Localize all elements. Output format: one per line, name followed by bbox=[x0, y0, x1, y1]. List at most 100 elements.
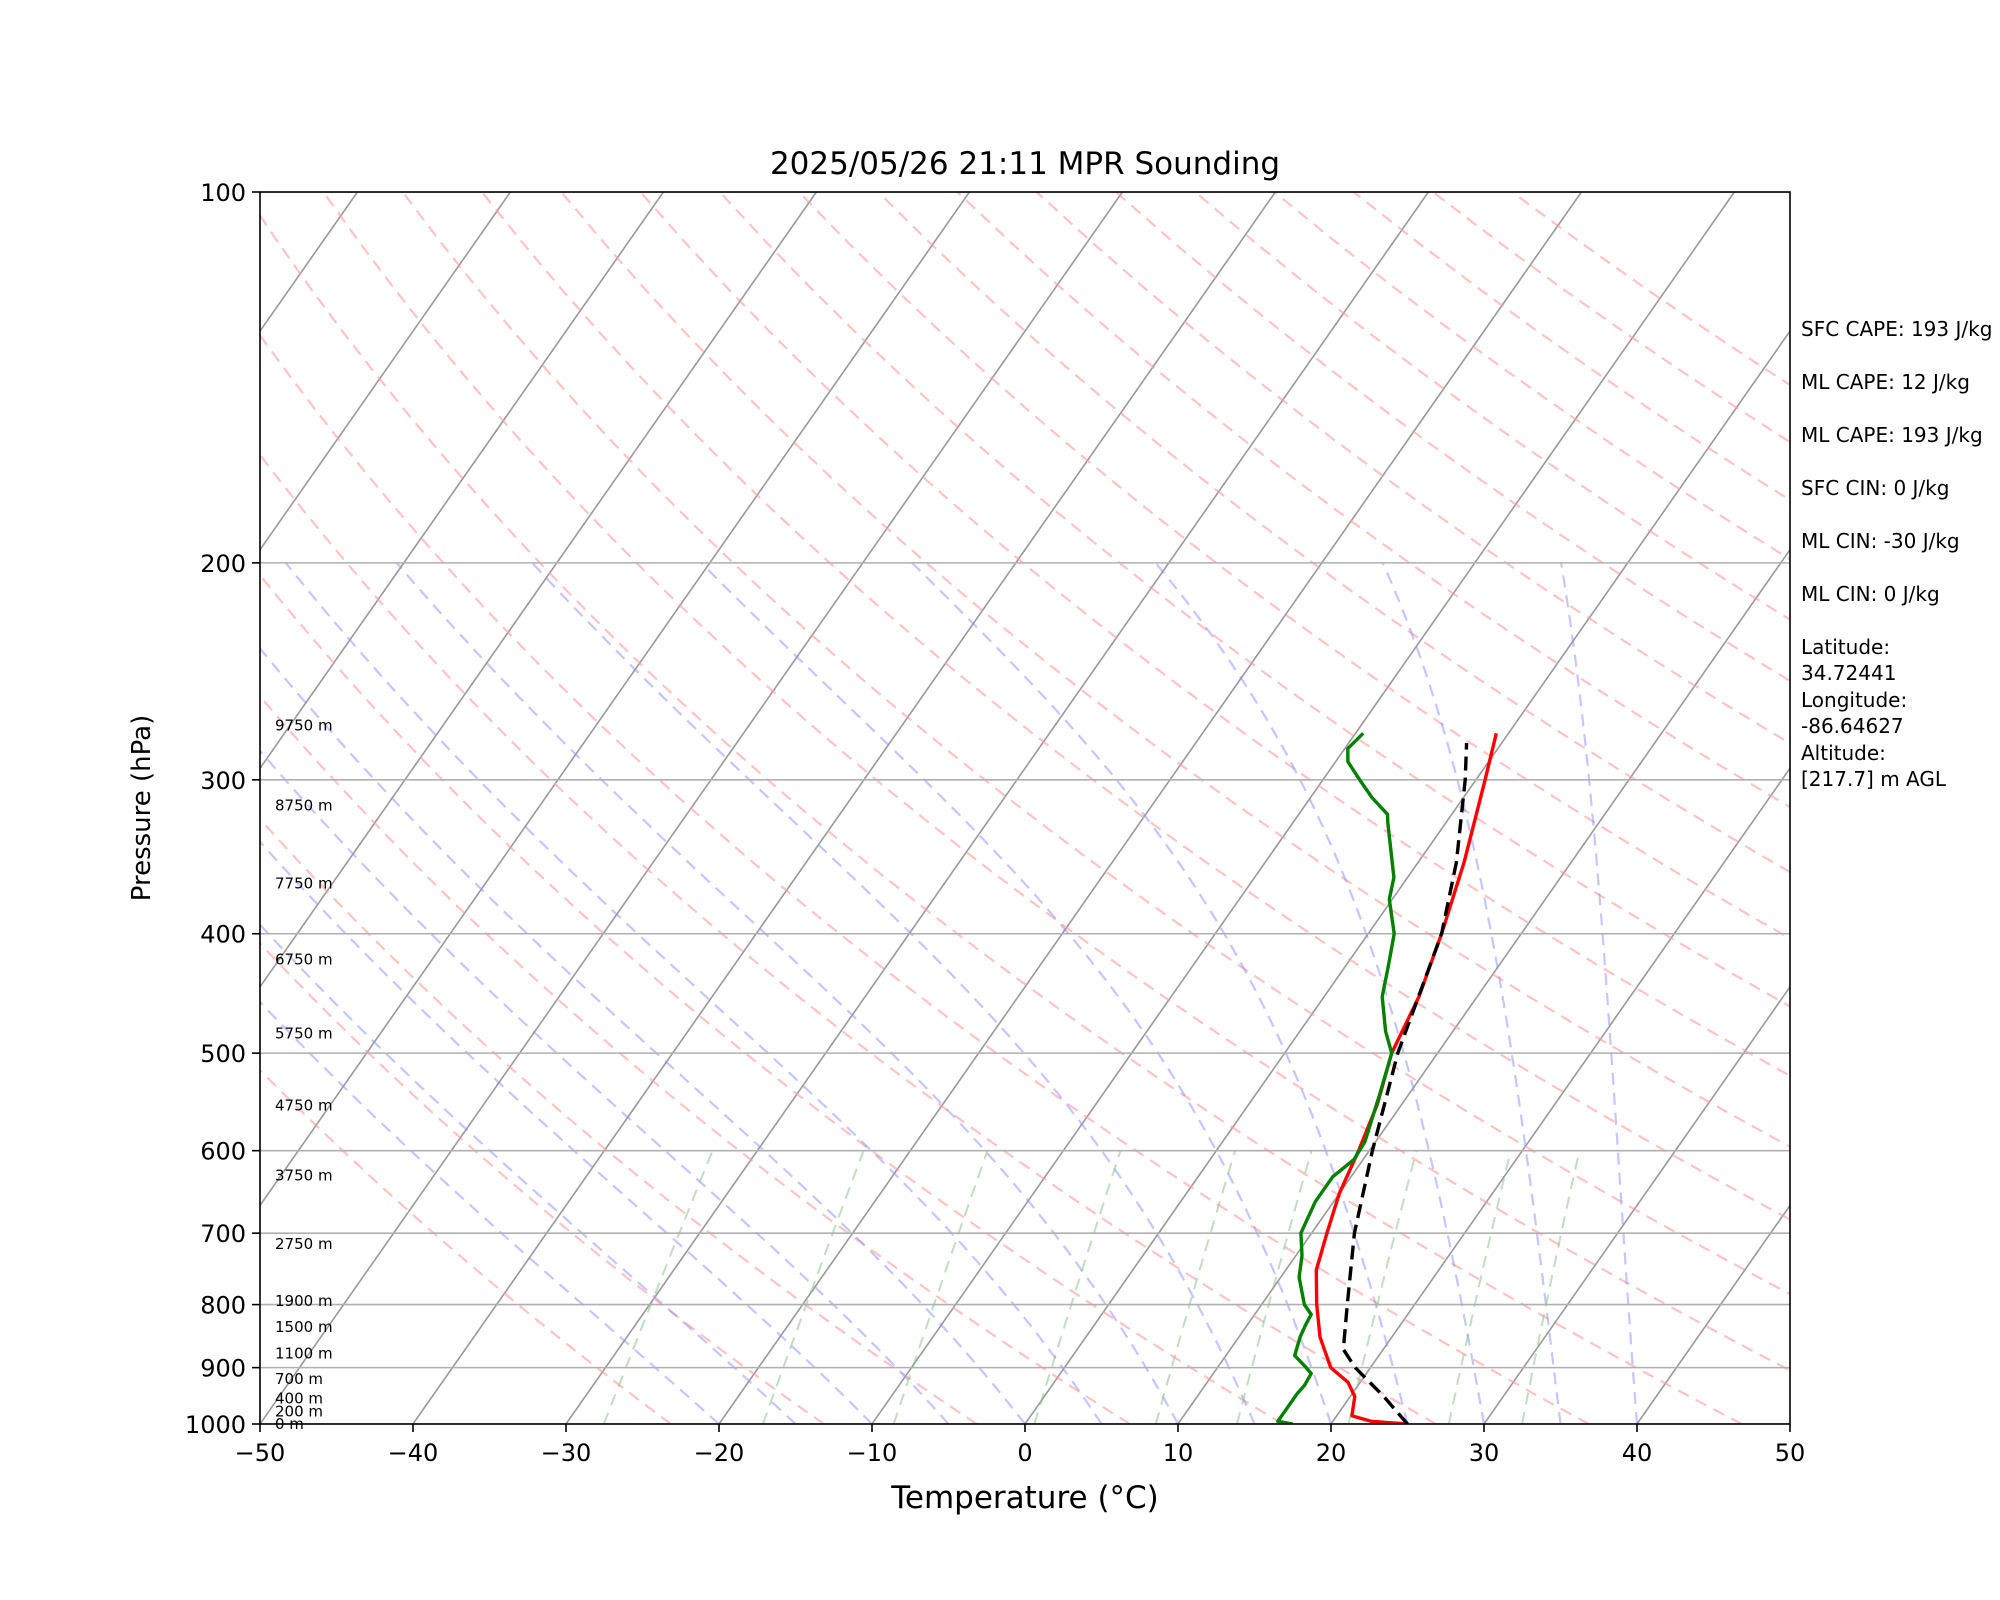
parameter-text: 34.72441 bbox=[1801, 661, 1896, 685]
height-label: 5750 m bbox=[275, 1024, 333, 1042]
height-label: 1500 m bbox=[275, 1318, 333, 1336]
background-lines bbox=[0, 192, 1790, 1424]
x-tick-label: 10 bbox=[1163, 1439, 1194, 1467]
height-labels: 9750 m 8750 m 7750 m 6750 m 5750 m 4750 m 3750… bbox=[275, 717, 333, 1433]
sounding-profiles bbox=[1276, 732, 1498, 1424]
mixing-ratio-line bbox=[1347, 1150, 1418, 1424]
height-label: 9750 m bbox=[275, 717, 333, 735]
moist-adiabat bbox=[1154, 562, 1486, 1424]
moist-adiabat bbox=[1560, 562, 1639, 1424]
x-tick-label: −50 bbox=[235, 1439, 286, 1467]
moist-adiabat bbox=[1381, 562, 1562, 1424]
y-tick-label: 100 bbox=[200, 179, 246, 207]
dry-adiabat bbox=[481, 192, 1790, 1221]
mixing-ratio-line bbox=[1154, 1150, 1237, 1424]
height-label: 1900 m bbox=[275, 1292, 333, 1310]
x-tick-label: 40 bbox=[1622, 1439, 1653, 1467]
dry-adiabat bbox=[260, 213, 1743, 1424]
dry-adiabat bbox=[260, 333, 1590, 1424]
height-label: 4750 m bbox=[275, 1096, 333, 1114]
dry-adiabat bbox=[639, 192, 1790, 1078]
sounding-parameters: SFC CAPE: 193 J/kg ML CAPE: 12 J/kg ML CAP… bbox=[1801, 317, 1992, 791]
dry-adiabat bbox=[260, 1068, 672, 1424]
x-tick-label: −40 bbox=[388, 1439, 439, 1467]
dry-adiabat bbox=[260, 694, 1131, 1424]
height-label: 3750 m bbox=[275, 1166, 333, 1184]
parcel-path bbox=[1341, 742, 1469, 1424]
isotherm bbox=[0, 192, 51, 1424]
isotherm bbox=[871, 192, 1736, 1424]
parameter-text: ML CIN: -30 J/kg bbox=[1801, 529, 1960, 553]
x-axis-label: Temperature (°C) bbox=[890, 1480, 1159, 1516]
x-tick-label: −20 bbox=[694, 1439, 745, 1467]
isotherm bbox=[718, 192, 1583, 1424]
parameter-text: [217.7] m AGL bbox=[1801, 767, 1947, 791]
moist-adiabat bbox=[260, 749, 950, 1424]
isotherm bbox=[260, 192, 665, 770]
parameter-text: -86.64627 bbox=[1801, 714, 1904, 738]
height-label: 6750 m bbox=[275, 950, 333, 968]
y-tick-label: 1000 bbox=[185, 1411, 246, 1439]
height-label: 200 m bbox=[275, 1402, 323, 1420]
parameter-text: Longitude: bbox=[1801, 688, 1907, 712]
y-tick-label: 500 bbox=[200, 1040, 246, 1068]
isotherm bbox=[260, 192, 818, 989]
height-label: 7750 m bbox=[275, 875, 333, 893]
height-label: 400 m bbox=[275, 1390, 323, 1408]
dry-adiabat bbox=[260, 573, 1284, 1424]
parameter-text: ML CAPE: 12 J/kg bbox=[1801, 370, 1970, 394]
dewpoint-profile bbox=[1276, 732, 1396, 1424]
dry-adiabat bbox=[560, 192, 1790, 1149]
height-label: 8750 m bbox=[275, 797, 333, 815]
isotherm bbox=[1177, 548, 1790, 1424]
y-tick-label: 900 bbox=[200, 1355, 246, 1383]
parameter-text: ML CIN: 0 J/kg bbox=[1801, 582, 1940, 606]
moist-adiabat bbox=[260, 923, 797, 1424]
isotherm bbox=[565, 192, 1430, 1424]
isotherm bbox=[1483, 985, 1790, 1424]
y-tick-label: 700 bbox=[200, 1220, 246, 1248]
dry-adiabat bbox=[260, 941, 825, 1424]
dry-adiabat bbox=[1035, 192, 1790, 745]
y-tick-label: 800 bbox=[200, 1292, 246, 1320]
parameter-text: SFC CAPE: 193 J/kg bbox=[1801, 317, 1992, 341]
dry-adiabat bbox=[260, 453, 1437, 1424]
mixing-ratio-line bbox=[892, 1150, 989, 1424]
y-axis-label: Pressure (hPa) bbox=[127, 715, 157, 902]
isotherm bbox=[0, 192, 204, 1424]
parameter-text: Altitude: bbox=[1801, 741, 1886, 765]
dry-adiabat bbox=[401, 192, 1790, 1296]
moist-adiabat bbox=[911, 562, 1409, 1424]
isotherm bbox=[412, 192, 1277, 1424]
dry-adiabat bbox=[877, 192, 1790, 874]
parameter-text: Latitude: bbox=[1801, 635, 1890, 659]
moist-adiabat bbox=[531, 562, 1256, 1424]
dry-adiabat bbox=[956, 192, 1790, 809]
isotherm bbox=[1330, 766, 1790, 1424]
height-label: 1100 m bbox=[275, 1344, 333, 1362]
x-axis-ticks: −50 −40 −30 −20 −10 0 10 20 30 40 50 bbox=[235, 1424, 1805, 1467]
parameter-text: SFC CIN: 0 J/kg bbox=[1801, 476, 1949, 500]
y-tick-label: 200 bbox=[200, 550, 246, 578]
isotherm bbox=[260, 192, 971, 1207]
mixing-ratio-line bbox=[1521, 1150, 1581, 1424]
mixing-ratio-line bbox=[761, 1150, 865, 1424]
y-tick-label: 600 bbox=[200, 1138, 246, 1166]
moist-adiabat bbox=[395, 562, 1179, 1424]
moist-adiabat bbox=[260, 840, 873, 1424]
height-label: 700 m bbox=[275, 1370, 323, 1388]
isotherm bbox=[1636, 1204, 1790, 1424]
isotherm bbox=[260, 192, 512, 552]
height-label: 2750 m bbox=[275, 1235, 333, 1253]
y-tick-label: 300 bbox=[200, 767, 246, 795]
pressure-gridlines bbox=[260, 192, 1790, 1424]
isotherm bbox=[1024, 329, 1790, 1424]
chart-title: 2025/05/26 21:11 MPR Sounding bbox=[770, 146, 1280, 182]
x-tick-label: 20 bbox=[1316, 1439, 1347, 1467]
mixing-ratio-line bbox=[1447, 1150, 1512, 1424]
x-tick-label: 0 bbox=[1017, 1439, 1032, 1467]
x-tick-label: −10 bbox=[847, 1439, 898, 1467]
dry-adiabat bbox=[322, 192, 1790, 1372]
y-tick-label: 400 bbox=[200, 921, 246, 949]
